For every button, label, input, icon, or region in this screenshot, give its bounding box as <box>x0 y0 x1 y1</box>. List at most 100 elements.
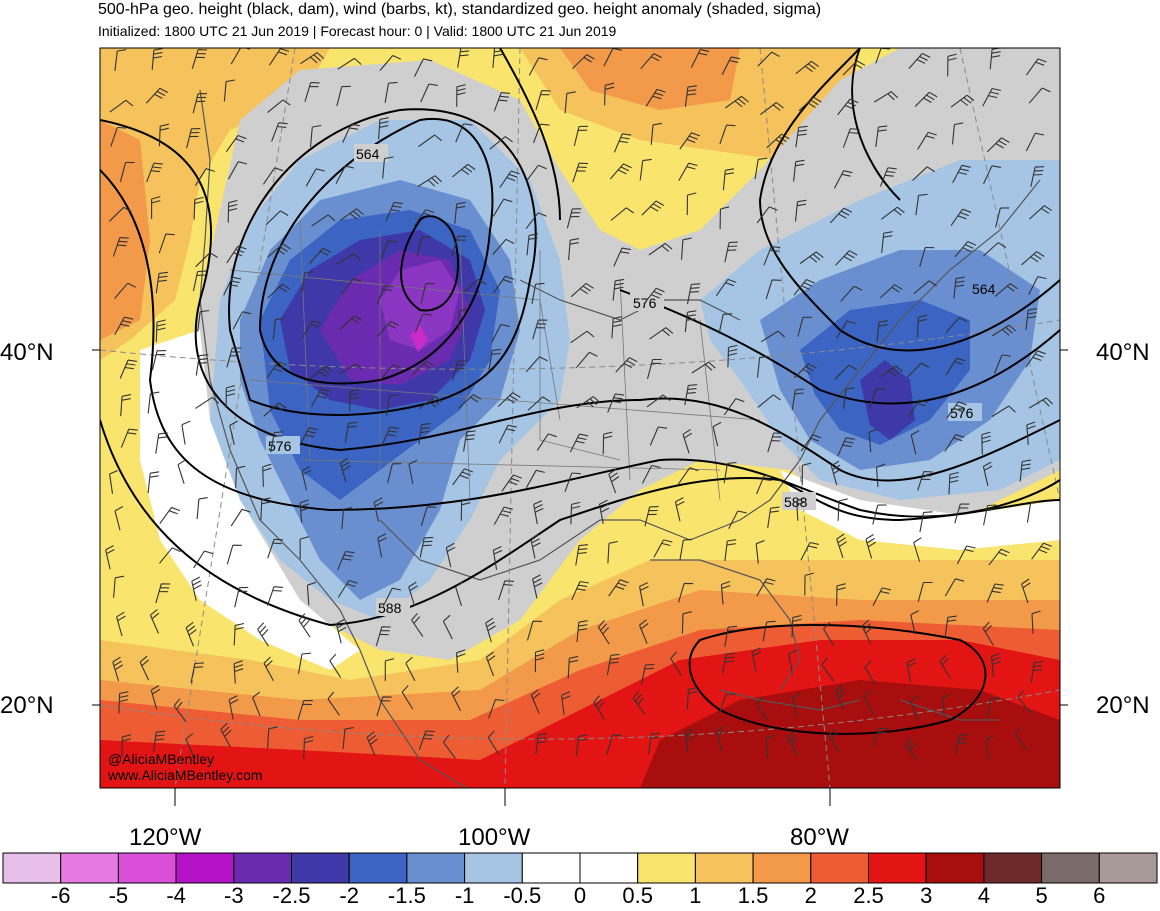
wind-barb <box>442 734 456 759</box>
wind-barb <box>876 320 888 343</box>
wind-barb <box>639 158 652 181</box>
wind-barb <box>609 163 632 180</box>
wind-barb <box>109 99 134 113</box>
wind-barb <box>1030 661 1044 683</box>
wind-barb <box>906 362 930 378</box>
wind-barb <box>349 388 360 412</box>
wind-barb <box>638 619 649 644</box>
wind-barb <box>267 283 291 299</box>
wind-barb <box>193 550 214 569</box>
wind-barb <box>989 48 1001 70</box>
wind-barb <box>301 271 314 293</box>
wind-barb <box>536 433 557 451</box>
wind-barb <box>950 94 975 108</box>
colorbar-swatch <box>2 852 62 884</box>
wind-barb <box>408 581 418 607</box>
colorbar-swatch <box>348 852 408 884</box>
wind-barb <box>1029 205 1053 220</box>
wind-barb <box>640 663 655 685</box>
anomaly-zero-region <box>140 330 360 670</box>
wind-barb <box>267 538 284 559</box>
wind-barb <box>225 134 247 153</box>
wind-barb <box>993 354 1011 374</box>
wind-barb <box>762 620 776 642</box>
wind-barb <box>252 691 261 717</box>
wind-barb <box>794 363 817 379</box>
wind-barb <box>612 278 625 301</box>
wind-barb <box>226 544 242 565</box>
wind-barb <box>298 613 311 638</box>
colorbar-tick-label: -1 <box>454 883 475 908</box>
wind-barb <box>155 432 168 454</box>
wind-barb <box>487 730 500 755</box>
wind-barb <box>1026 501 1040 523</box>
contour-label: 564 <box>972 281 996 297</box>
wind-barb <box>260 497 271 520</box>
wind-barb <box>828 728 841 753</box>
coastlines <box>199 89 1041 788</box>
wind-barb <box>613 133 632 153</box>
wind-barb <box>118 691 129 714</box>
wind-barb <box>338 363 364 375</box>
wind-barb <box>994 283 1018 298</box>
wind-barb <box>146 162 163 183</box>
contour-label: 588 <box>378 600 402 616</box>
wind-barb <box>953 276 965 299</box>
wind-barb <box>532 574 543 599</box>
wind-barb <box>954 241 977 258</box>
wind-barb <box>613 247 631 267</box>
wind-barb <box>337 57 362 70</box>
wind-barb <box>229 420 238 445</box>
wind-barb <box>712 421 722 447</box>
wind-barb <box>311 214 336 227</box>
wind-barb <box>121 734 132 757</box>
wind-barb <box>455 123 473 143</box>
wind-barb <box>684 384 698 406</box>
wind-barb <box>379 55 402 72</box>
wind-barb <box>674 497 685 522</box>
wind-barb <box>576 620 588 643</box>
wind-barb <box>801 462 812 486</box>
wind-barb <box>194 168 215 186</box>
colorbar-tick-label: -5 <box>108 883 129 908</box>
wind-barb <box>499 170 520 188</box>
wind-barb <box>419 536 434 558</box>
wind-barb <box>185 733 195 758</box>
wind-barb <box>686 192 697 216</box>
wind-barb <box>982 621 994 646</box>
wind-barb <box>836 320 856 339</box>
wind-barb <box>339 457 351 483</box>
wind-barb <box>492 545 503 570</box>
wind-barb <box>329 653 342 678</box>
wind-barb <box>385 201 403 222</box>
wind-barb <box>880 206 905 220</box>
wind-barb <box>195 396 220 409</box>
wind-barb <box>228 695 239 720</box>
wind-barb <box>377 533 387 558</box>
colorbar-swatch <box>579 852 639 884</box>
wind-barb <box>835 684 847 710</box>
wind-barb <box>454 201 466 224</box>
wind-barb <box>677 467 699 485</box>
wind-barb <box>643 287 665 305</box>
wind-barb <box>767 506 780 529</box>
wind-barb <box>418 423 431 445</box>
wind-barb <box>913 537 922 562</box>
colorbar-swatch <box>925 852 985 884</box>
wind-barb <box>571 580 589 601</box>
colorbar-tick-label: -2 <box>339 883 359 908</box>
wind-barb <box>677 582 694 603</box>
wind-barb <box>988 548 1010 566</box>
wind-barb <box>366 731 378 756</box>
wind-barb <box>686 283 701 305</box>
wind-barb <box>795 60 820 75</box>
wind-barb <box>869 388 886 408</box>
wind-barb <box>230 508 251 527</box>
wind-barb <box>527 396 551 411</box>
wind-barb <box>575 734 588 757</box>
credit-handle: @AliciaMBentley <box>108 751 214 767</box>
wind-barb <box>114 316 134 335</box>
wind-barb <box>530 689 541 714</box>
wind-barb <box>386 394 399 416</box>
wind-barb <box>986 697 1000 719</box>
